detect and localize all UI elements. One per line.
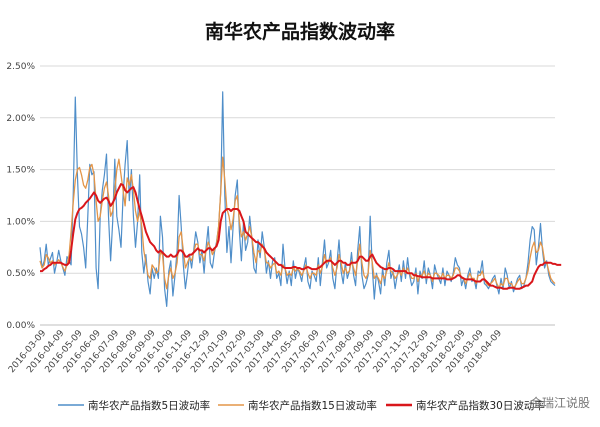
series-line-30d bbox=[40, 183, 562, 290]
watermark: 金瑞江说股 bbox=[530, 395, 590, 410]
legend-label-30d: 南华农产品指数30日波动率 bbox=[416, 399, 545, 412]
y-tick-label: 2.50% bbox=[6, 62, 35, 72]
y-axis-ticks: 0.00% 0.50% 1.00% 1.50% 2.00% 2.50% bbox=[6, 62, 35, 331]
legend-label-15d: 南华农产品指数15日波动率 bbox=[248, 399, 377, 412]
legend-label-5d: 南华农产品指数5日波动率 bbox=[88, 399, 210, 412]
grid-lines bbox=[40, 65, 555, 326]
y-tick-label: 2.00% bbox=[6, 114, 35, 124]
y-tick-label: 0.00% bbox=[6, 321, 35, 331]
legend-item-30d: 南华农产品指数30日波动率 bbox=[386, 399, 545, 412]
chart-title: 南华农产品指数波动率 bbox=[205, 20, 395, 43]
x-axis-ticks: 2016-03-092016-04-092016-05-092016-06-09… bbox=[7, 328, 504, 375]
legend-item-15d: 南华农产品指数15日波动率 bbox=[218, 399, 377, 412]
y-tick-label: 1.50% bbox=[6, 166, 35, 176]
series-lines bbox=[39, 91, 562, 307]
series-line-5d bbox=[39, 91, 556, 307]
y-tick-label: 0.50% bbox=[6, 269, 35, 279]
y-tick-label: 1.00% bbox=[6, 217, 35, 227]
legend-item-5d: 南华农产品指数5日波动率 bbox=[58, 399, 210, 412]
legend: 南华农产品指数5日波动率 南华农产品指数15日波动率 南华农产品指数30日波动率 bbox=[58, 399, 545, 412]
